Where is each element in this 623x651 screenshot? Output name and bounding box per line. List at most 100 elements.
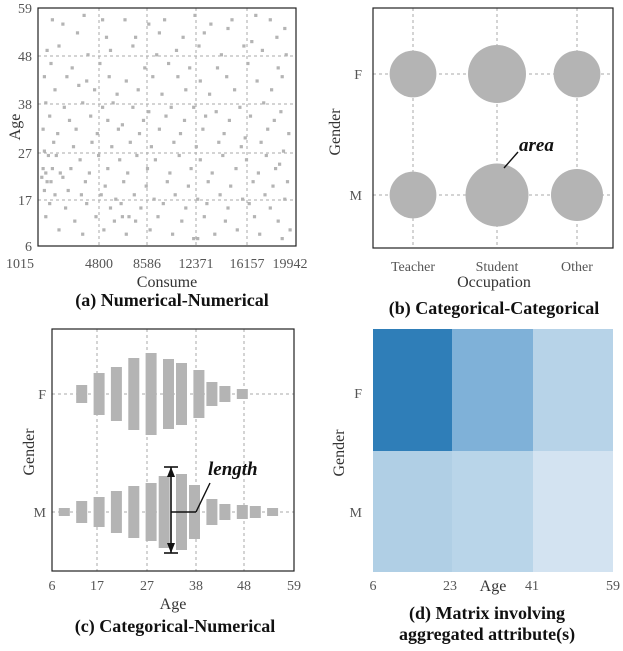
- scatter-point: [283, 26, 287, 31]
- scatter-point: [226, 206, 230, 210]
- scatter-x-tick: 4800: [85, 257, 113, 272]
- scatter-point: [69, 167, 73, 171]
- scatter-point: [66, 188, 70, 193]
- scatter-point: [124, 79, 128, 83]
- scatter-point: [280, 75, 284, 79]
- scatter-point: [123, 18, 127, 22]
- bar-m: [76, 501, 88, 523]
- scatter-point: [112, 219, 116, 223]
- scatter-point: [44, 215, 48, 219]
- scatter-point: [169, 105, 173, 109]
- caption-b: (b) Categorical-Categorical: [389, 298, 599, 319]
- bar-m: [249, 506, 261, 518]
- heatmap-y-tick: M: [350, 506, 363, 521]
- scatter-point: [281, 149, 286, 153]
- length-annotation: length: [208, 459, 258, 480]
- scatter-point: [287, 132, 291, 136]
- scatter-point: [120, 123, 124, 127]
- scatter-y-tick: 27: [18, 147, 32, 162]
- scatter-point: [132, 193, 136, 197]
- area-pointer: [503, 151, 519, 169]
- scatter-point: [173, 193, 177, 197]
- scatter-point: [70, 66, 74, 70]
- bubble-y-tick: F: [354, 68, 362, 83]
- scatter-point: [85, 79, 89, 83]
- scatter-point: [174, 48, 179, 52]
- heatmap-cell-f-2: [533, 329, 613, 451]
- scatter-point: [86, 53, 90, 57]
- scatter-point: [65, 75, 69, 79]
- scatter-point: [204, 114, 208, 118]
- scatter-point: [219, 53, 223, 57]
- bar-m: [267, 508, 279, 516]
- scatter-point: [266, 127, 270, 131]
- scatter-point: [134, 219, 138, 223]
- scatter-point: [172, 140, 176, 144]
- bars-y-ticks: FM: [34, 388, 47, 521]
- scatter-point: [233, 88, 237, 92]
- scatter-point: [235, 228, 239, 232]
- heatmap-y-ticks: FM: [350, 387, 363, 521]
- scatter-point: [152, 197, 156, 201]
- scatter-point: [53, 193, 57, 197]
- scatter-point: [115, 92, 119, 96]
- scatter-point: [101, 18, 105, 22]
- bar-f: [145, 353, 157, 435]
- scatter-point: [276, 66, 280, 70]
- scatter-point: [217, 140, 221, 144]
- scatter-point: [99, 193, 103, 197]
- scatter-point: [242, 44, 246, 48]
- bar-m: [158, 476, 170, 548]
- scatter-point: [41, 127, 45, 131]
- scatter-point: [48, 114, 52, 118]
- scatter-point: [229, 184, 233, 188]
- scatter-point: [208, 92, 212, 96]
- scatter-point: [49, 180, 53, 184]
- scatter-point: [209, 22, 213, 26]
- scatter-point: [61, 175, 65, 179]
- scatter-point: [221, 153, 225, 158]
- scatter-point: [176, 75, 180, 79]
- scatter-point: [122, 180, 126, 184]
- caption-d-line-1: (d) Matrix involving: [409, 603, 565, 624]
- heatmap-cell-m-0: [373, 451, 452, 572]
- scatter-point: [180, 219, 184, 223]
- bubble-x-ticks: Teacher Student Other: [391, 260, 593, 275]
- scatter-point: [202, 31, 206, 35]
- scatter-point: [192, 105, 196, 109]
- scatter-point: [107, 75, 111, 79]
- scatter-point: [98, 61, 102, 66]
- scatter-point: [274, 167, 278, 171]
- scatter-point: [73, 219, 77, 223]
- bars-x-tick: 48: [237, 579, 251, 594]
- scatter-point: [178, 132, 183, 136]
- heatmap-y-label: Gender: [331, 429, 348, 477]
- scatter-point: [124, 232, 128, 236]
- scatter-point: [149, 145, 153, 149]
- panel-a: 1015 4800 8586 12371 16157 19942 61727384859 …: [6, 2, 308, 311]
- scatter-x-tick: 19942: [273, 257, 308, 272]
- scatter-point: [106, 118, 110, 122]
- bar-f: [206, 382, 218, 406]
- bar-f: [163, 359, 174, 429]
- scatter-point: [61, 22, 65, 26]
- scatter-point: [251, 180, 255, 184]
- scatter-point: [104, 35, 109, 39]
- scatter-point: [243, 136, 247, 140]
- bar-m: [206, 499, 218, 525]
- bubble-y-label: Gender: [327, 108, 344, 156]
- scatter-point: [184, 88, 188, 92]
- scatter-point: [268, 18, 272, 22]
- scatter-point: [85, 202, 89, 206]
- scatter-point: [54, 153, 58, 158]
- bubble-y-ticks: FM: [350, 68, 363, 204]
- scatter-y-tick: 48: [18, 50, 32, 65]
- area-annotation: area: [519, 135, 554, 156]
- heatmap-cell-f-1: [452, 329, 533, 451]
- bars-x-ticks: 6 17 27 38 48 59: [49, 579, 302, 594]
- heatmap-cell-f-0: [373, 329, 452, 451]
- scatter-point: [64, 206, 68, 210]
- scatter-point: [77, 83, 81, 87]
- scatter-point: [75, 31, 80, 35]
- bubble-student-m: [465, 163, 529, 227]
